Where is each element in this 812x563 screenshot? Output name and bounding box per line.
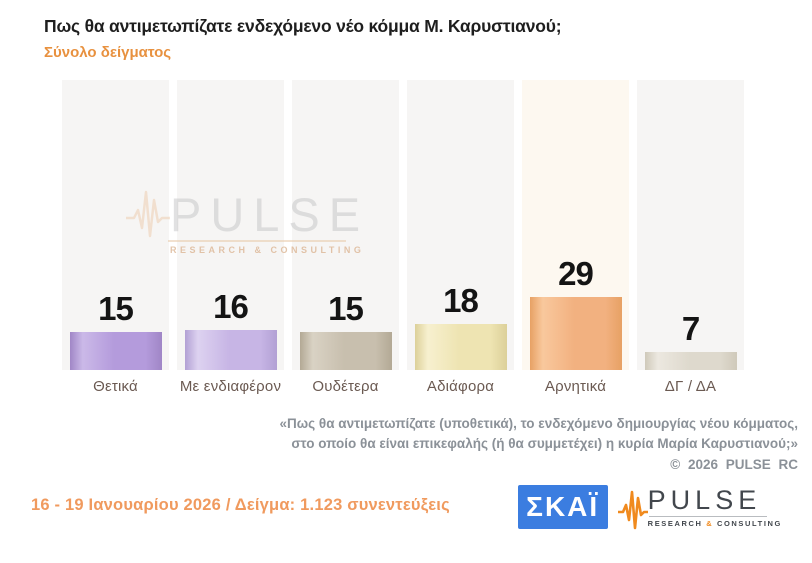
bar-value-label: 18 [443, 282, 479, 319]
category-axis: Θετικά Με ενδιαφέρον Ουδέτερα Αδιάφορα Αρνητ… [62, 378, 744, 395]
footnote-line-2: στο οποίο θα είναι επικεφαλής (ή θα συμμ… [291, 436, 798, 451]
pulse-logo-tagline: RESEARCH & CONSULTING [647, 518, 782, 528]
chart-column: 18 [407, 80, 514, 370]
category-label: Ουδέτερα [312, 378, 379, 395]
chart-column: 15 [62, 80, 169, 370]
question-footnote: «Πως θα αντιμετωπίζατε (υποθετικά), το ε… [178, 414, 799, 475]
fieldwork-dates-sample: 16 - 19 Ιανουαρίου 2026 / Δείγμα: 1.123 … [31, 496, 450, 514]
chart-plot-area: 15 16 15 18 29 7 [62, 80, 744, 370]
bar [529, 297, 622, 370]
bar-value-label: 16 [213, 288, 249, 325]
category-label: Αδιάφορα [426, 378, 495, 395]
category-label: Αρνητικά [544, 378, 607, 395]
ampersand: & [706, 518, 714, 528]
bar-value-label: 29 [558, 255, 594, 292]
bar-value-label: 15 [328, 290, 364, 327]
bar-chart: 15 16 15 18 29 7 PULSE RESEARCH & CONSULTING [62, 80, 744, 370]
footnote-line-1: «Πως θα αντιμετωπίζατε (υποθετικά), το ε… [279, 416, 799, 431]
pulse-logo-wordmark: PULSE [647, 484, 762, 515]
skai-logo-text: ΣΚΑΪ [526, 491, 600, 522]
bar [299, 332, 392, 370]
bar-value-label: 7 [681, 310, 700, 347]
chart-column: 15 [292, 80, 399, 370]
pulse-waveform-icon [617, 490, 648, 530]
chart-column: 7 [637, 80, 744, 370]
category-label: Με ενδιαφέρον [179, 378, 282, 395]
chart-column: 29 [522, 80, 629, 370]
sample-subtitle: Σύνολο δείγματος [44, 44, 172, 61]
page-title: Πως θα αντιμετωπίζατε ενδεχόμενο νέο κόμ… [44, 16, 562, 36]
bar [644, 352, 737, 370]
copyright-line: © 2026 PULSE RC [670, 457, 798, 472]
pulse-logo-rule [648, 515, 767, 517]
skai-logo: ΣΚΑΪ [517, 485, 608, 529]
footer-logos: ΣΚΑΪ PULSE RESEARCH & CONSULTING [517, 483, 782, 531]
bar [184, 330, 277, 370]
bar [69, 332, 162, 370]
bar [414, 324, 507, 370]
category-label: Θετικά [93, 378, 138, 395]
pulse-logo: PULSE RESEARCH & CONSULTING [617, 484, 782, 530]
bar-value-label: 15 [98, 290, 134, 327]
category-label: ΔΓ / ΔΑ [664, 378, 717, 395]
chart-column: 16 [177, 80, 284, 370]
